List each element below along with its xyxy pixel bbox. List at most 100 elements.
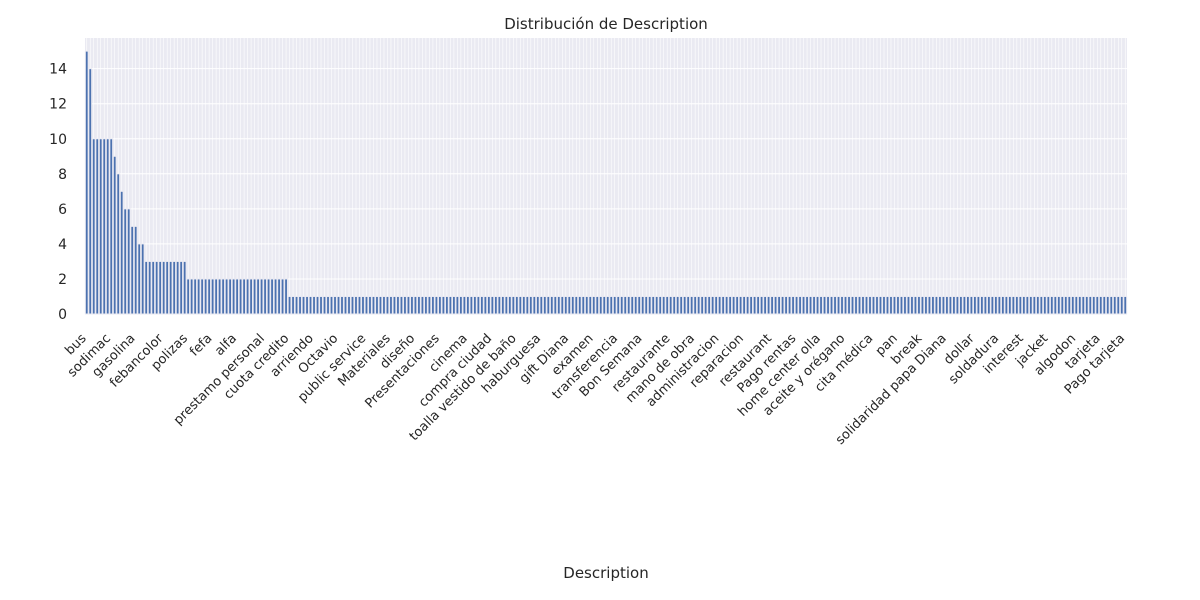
bar: [1004, 295, 1009, 315]
bar: [389, 295, 393, 315]
bar: [497, 295, 502, 315]
bar: [175, 260, 180, 315]
bar: [200, 278, 205, 315]
bar: [179, 260, 184, 315]
bar: [745, 295, 750, 315]
bar: [413, 295, 418, 315]
bar: [1077, 295, 1082, 315]
y-tick-labels: 0 2 4 6 8 10 12 14: [49, 62, 67, 323]
bar: [378, 295, 383, 315]
bar: [322, 295, 327, 315]
bar: [689, 295, 694, 315]
bar: [259, 278, 264, 315]
bar: [539, 295, 544, 315]
bar: [623, 295, 628, 315]
bar: [973, 295, 977, 315]
bar: [724, 295, 729, 315]
bar: [969, 295, 974, 315]
bar: [990, 295, 995, 315]
bar: [542, 295, 547, 315]
bar: [735, 295, 740, 315]
bar: [721, 295, 726, 315]
bar: [1042, 295, 1047, 315]
bar: [112, 155, 117, 315]
bar: [574, 295, 579, 315]
bar: [714, 295, 719, 315]
bar: [1039, 295, 1044, 315]
bar: [1088, 295, 1093, 315]
bar: [245, 278, 250, 315]
bar: [252, 278, 257, 315]
bar: [731, 295, 736, 315]
bar: [1081, 295, 1086, 315]
bar: [448, 295, 453, 315]
bar: [340, 295, 344, 315]
bar: [619, 295, 624, 315]
bar: [525, 295, 530, 315]
bar: [1007, 295, 1012, 315]
bar: [521, 295, 526, 315]
bar: [1095, 295, 1100, 315]
bar: [392, 295, 397, 315]
bar: [231, 278, 236, 315]
bar: [196, 278, 201, 315]
bar: [298, 295, 302, 315]
y-tick-label: 2: [58, 272, 67, 288]
bar: [424, 295, 428, 315]
bar: [766, 295, 771, 315]
bar: [878, 295, 883, 315]
bar: [1032, 295, 1037, 315]
bar: [672, 295, 677, 315]
bar: [119, 190, 124, 315]
bar: [983, 295, 988, 315]
bar: [399, 295, 404, 315]
bar: [952, 295, 956, 315]
bar: [242, 278, 246, 315]
bar: [815, 295, 820, 315]
bar: [840, 295, 844, 315]
bar: [504, 295, 509, 315]
bar: [742, 295, 747, 315]
bar: [864, 295, 869, 315]
bar: [326, 295, 330, 315]
bar: [266, 278, 271, 315]
bar: [1014, 295, 1019, 315]
bar: [941, 295, 946, 315]
bar: [441, 295, 446, 315]
bar: [1109, 295, 1114, 315]
bar: [948, 295, 953, 315]
bar: [591, 295, 596, 315]
bar: [784, 295, 788, 315]
bar: [249, 278, 253, 315]
bar: [1049, 295, 1054, 315]
bar: [396, 295, 400, 315]
bar: [770, 295, 774, 315]
bar: [959, 295, 963, 315]
bar: [682, 295, 687, 315]
bar: [228, 278, 233, 315]
bar: [462, 295, 467, 315]
bar: [84, 50, 89, 315]
bar: [458, 295, 463, 315]
bar: [843, 295, 848, 315]
bar: [833, 295, 837, 315]
bar: [263, 278, 267, 315]
bar: [343, 295, 348, 315]
bar: [826, 295, 830, 315]
bar: [556, 295, 561, 315]
bar: [1011, 295, 1016, 315]
bar: [777, 295, 781, 315]
grid-layer: [85, 38, 1127, 315]
bar: [602, 295, 607, 315]
bar: [717, 295, 722, 315]
bar: [256, 278, 260, 315]
bar: [868, 295, 872, 315]
y-tick-label: 6: [58, 202, 67, 218]
bar: [284, 278, 288, 315]
bar: [270, 278, 274, 315]
bar: [479, 295, 484, 315]
bar: [88, 68, 93, 315]
bar: [637, 295, 642, 315]
bar: [280, 278, 285, 315]
bar: [710, 295, 715, 315]
